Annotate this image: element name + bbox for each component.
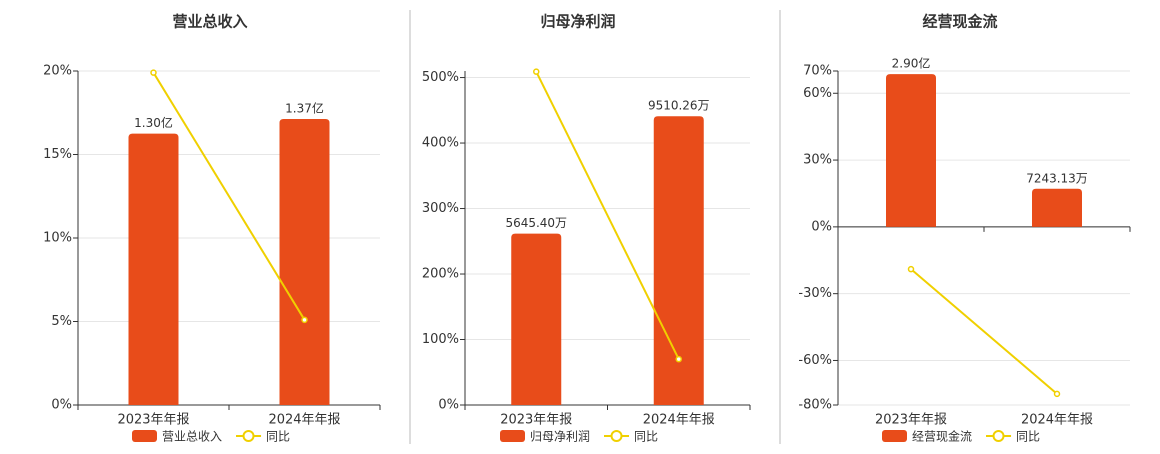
value-label: 5645.40万: [505, 216, 567, 230]
legend-label: 归母净利润: [530, 430, 590, 444]
y-tick-label: 0%: [51, 398, 72, 413]
chart-title: 经营现金流: [922, 13, 997, 31]
point: [150, 69, 157, 76]
legend-swatch: [992, 430, 1005, 442]
x-tick-label: 2024年年报: [643, 413, 715, 428]
value-label: 1.30亿: [134, 115, 173, 130]
line: [535, 71, 680, 360]
chart-title: 营业总收入: [172, 13, 247, 31]
legend-label: 营业总收入: [162, 430, 222, 444]
bar: [279, 119, 330, 405]
point: [907, 265, 915, 273]
y-tick-label: 5%: [51, 314, 72, 329]
legend-label: 同比: [634, 430, 658, 444]
point: [1053, 390, 1061, 398]
chart-title: 归母净利润: [540, 13, 615, 31]
value-label: 1.37亿: [285, 101, 324, 116]
y-tick-label: 200%: [422, 267, 459, 282]
legend-swatch: [500, 430, 525, 442]
legend-swatch: [242, 430, 255, 442]
y-tick-label: 70%: [803, 64, 832, 79]
y-tick-label: 60%: [803, 86, 832, 101]
point: [533, 68, 540, 75]
y-tick-label: -60%: [798, 353, 832, 368]
value-label: 7243.13万: [1026, 171, 1088, 185]
y-tick-label: 15%: [43, 147, 72, 162]
value-label: 2.90亿: [892, 56, 931, 71]
y-tick-label: 0%: [438, 398, 459, 413]
y-tick-label: 500%: [422, 70, 459, 85]
bar: [1032, 188, 1082, 227]
y-tick-label: 100%: [422, 332, 459, 347]
legend-label: 经营现金流: [912, 429, 972, 444]
legend-swatch: [610, 430, 623, 442]
legend-swatch: [882, 430, 907, 442]
bar: [886, 74, 936, 227]
y-tick-label: 0%: [811, 219, 832, 234]
y-tick-label: 10%: [43, 231, 72, 246]
y-tick-label: 400%: [422, 136, 459, 151]
x-tick-label: 2023年年报: [117, 413, 189, 428]
x-tick-label: 2024年年报: [1021, 413, 1093, 428]
line: [152, 72, 306, 321]
y-tick-label: -80%: [798, 398, 832, 413]
x-tick-label: 2023年年报: [875, 413, 947, 428]
point: [301, 316, 308, 324]
bar: [511, 233, 562, 405]
legend-swatch: [132, 430, 157, 442]
line: [910, 268, 1058, 395]
y-tick-label: 300%: [422, 201, 459, 216]
x-tick-label: 2023年年报: [500, 413, 572, 428]
x-tick-label: 2024年年报: [268, 413, 340, 428]
point: [675, 355, 682, 363]
legend-label: 同比: [1016, 430, 1040, 444]
value-label: 9510.26万: [648, 99, 710, 113]
y-tick-label: 20%: [43, 64, 72, 79]
bar: [128, 133, 179, 405]
y-tick-label: 30%: [803, 153, 832, 168]
y-tick-label: -30%: [798, 286, 832, 301]
legend-label: 同比: [266, 430, 290, 444]
